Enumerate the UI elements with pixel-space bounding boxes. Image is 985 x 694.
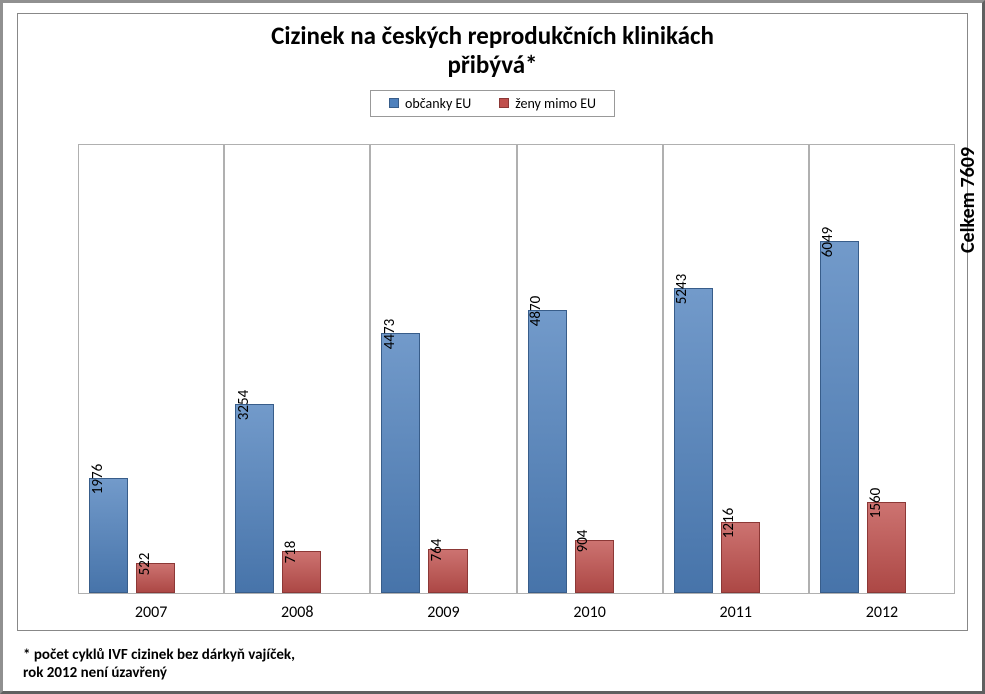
bar-label-eu: 4473 [381,319,401,349]
bar-noneu: 1216 [721,522,760,593]
year-group: Celkem 24981976522 [78,144,224,594]
bars-wrap: 4870904 [518,145,662,593]
bar-label-noneu: 718 [282,541,302,564]
bar-label-noneu: 904 [574,530,594,553]
bar-eu: 1976 [89,478,128,593]
chart-panel: Cizinek na českých reprodukčních kliniká… [17,13,968,631]
legend-item-noneu: ženy mimo EU [499,95,596,112]
year-group: Celkem 57744870904 [517,144,663,594]
x-axis-label: 2010 [517,603,663,622]
bar-eu: 4870 [528,310,567,593]
bar-noneu: 718 [282,551,321,593]
legend: občanky EU ženy mimo EU [370,90,615,117]
x-axis-label: 2008 [224,603,370,622]
legend-item-eu: občanky EU [389,95,471,112]
title-line-1: Cizinek na českých reprodukčních kliniká… [271,20,714,51]
bar-noneu: 1560 [867,502,906,593]
bar-noneu: 764 [428,549,467,593]
x-axis-label: 2011 [663,603,809,622]
bars-wrap: 4473764 [371,145,515,593]
footnote: * počet cyklů IVF cizinek bez dárkyň vaj… [23,646,295,684]
plot-area: Celkem 24981976522Celkem 39723254718Celk… [78,144,955,594]
bar-label-noneu: 1560 [867,488,887,518]
bar-label-eu: 3254 [235,389,255,419]
bars-wrap: 60491560 [810,145,954,593]
legend-swatch-noneu [499,98,509,108]
chart-frame: Cizinek na českých reprodukčních kliniká… [0,0,985,694]
x-axis-label: 2012 [809,603,955,622]
bar-eu: 5243 [674,288,713,593]
chart-title: Cizinek na českých reprodukčních kliniká… [18,14,967,84]
x-axis-label: 2007 [78,603,224,622]
year-group: Celkem 39723254718 [224,144,370,594]
year-group: Celkem 52374473764 [370,144,516,594]
footnote-line-1: * počet cyklů IVF cizinek bez dárkyň vaj… [23,646,295,664]
bar-label-eu: 5243 [673,274,693,304]
bar-noneu: 522 [136,563,175,593]
year-group: Celkem 760960491560 [809,144,955,594]
year-group: Celkem 645952431216 [663,144,809,594]
bars-wrap: 1976 522 [79,145,223,593]
bar-eu: 6049 [820,241,859,593]
footnote-line-2: rok 2012 není úzavřený [23,664,167,682]
bar-eu: 3254 [235,404,274,593]
bars-wrap: 3254718 [225,145,369,593]
bars-wrap: 52431216 [664,145,808,593]
legend-swatch-eu [389,98,399,108]
x-axis-label: 2009 [370,603,516,622]
bar-label-noneu: 1216 [720,508,740,538]
bar-label-eu: 4870 [527,295,547,325]
group-total-label: Celkem 7609 [956,147,980,253]
bar-noneu: 904 [575,540,614,593]
bar-label-noneu: 764 [428,538,448,561]
title-line-2: přibývá* [447,49,537,80]
bar-label-eu: 6049 [819,227,839,257]
legend-label-eu: občanky EU [405,95,471,112]
bar-label-eu: 1976 [89,464,109,494]
bar-label-noneu: 522 [136,552,156,575]
legend-label-noneu: ženy mimo EU [515,95,596,112]
x-axis-labels: 200720082009201020112012 [78,603,955,622]
bar-eu: 4473 [381,333,420,593]
